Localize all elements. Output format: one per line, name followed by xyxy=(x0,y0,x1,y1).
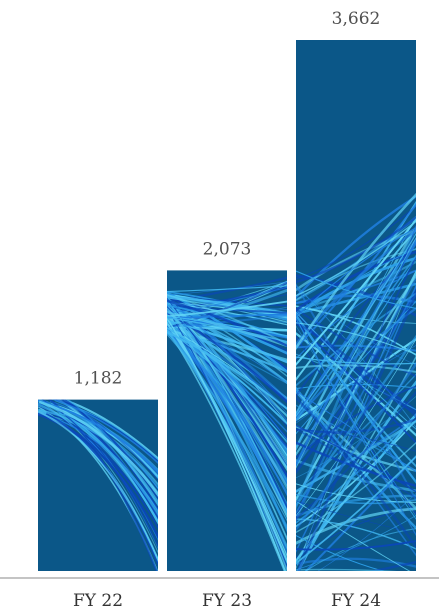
texture-streak xyxy=(296,317,416,537)
texture-streak xyxy=(167,299,287,347)
texture-streak xyxy=(296,493,416,505)
texture-streak xyxy=(296,227,416,318)
texture-streak xyxy=(167,300,287,318)
value-label-1: 1,182 xyxy=(74,369,123,389)
texture-streak xyxy=(167,276,287,303)
texture-streak xyxy=(296,373,416,493)
texture-streak xyxy=(167,316,287,571)
bar-texture-3 xyxy=(296,192,416,571)
texture-streak xyxy=(167,319,287,363)
texture-streak xyxy=(368,561,416,571)
texture-streak xyxy=(296,311,416,430)
texture-streak xyxy=(61,399,158,500)
texture-streak xyxy=(296,237,416,469)
texture-streak xyxy=(296,389,416,557)
texture-streak xyxy=(296,441,416,534)
texture-streak xyxy=(296,383,416,390)
texture-streak xyxy=(296,483,416,503)
texture-streak xyxy=(296,361,416,532)
texture-streak xyxy=(296,494,416,518)
texture-streak xyxy=(38,413,158,540)
texture-streak xyxy=(296,540,416,551)
x-tick-label-2: FY 23 xyxy=(202,591,252,611)
texture-streak xyxy=(296,515,416,571)
texture-streak xyxy=(38,400,158,498)
texture-streak xyxy=(296,428,416,499)
texture-streak xyxy=(296,568,397,571)
texture-streak xyxy=(296,257,416,449)
texture-streak xyxy=(167,298,287,422)
texture-streak xyxy=(66,399,158,507)
texture-streak xyxy=(296,455,416,565)
texture-streak xyxy=(296,385,416,459)
texture-streak xyxy=(296,254,416,422)
texture-streak xyxy=(317,493,416,571)
texture-streak xyxy=(167,307,287,490)
texture-streak xyxy=(296,287,416,366)
texture-streak xyxy=(296,218,416,366)
texture-streak xyxy=(296,390,416,521)
texture-streak xyxy=(296,232,416,418)
bar-texture-2 xyxy=(167,276,287,571)
texture-streak xyxy=(296,229,416,292)
texture-streak xyxy=(296,240,416,468)
value-label-2: 2,073 xyxy=(203,239,252,259)
texture-streak xyxy=(296,534,385,571)
texture-streak xyxy=(296,419,416,493)
texture-streak xyxy=(38,410,158,562)
texture-streak xyxy=(296,216,416,284)
value-label-3: 3,662 xyxy=(332,9,381,29)
texture-streak xyxy=(167,285,287,293)
x-tick-label-1: FY 22 xyxy=(73,591,123,611)
bar-texture-1 xyxy=(38,399,158,572)
texture-streak xyxy=(296,395,416,549)
texture-streak xyxy=(296,500,416,534)
texture-streak xyxy=(296,424,416,493)
texture-streak xyxy=(296,334,416,508)
texture-streak xyxy=(167,328,287,550)
texture-streak xyxy=(296,325,416,517)
texture-streak xyxy=(167,331,287,410)
texture-streak xyxy=(296,305,416,356)
texture-streak xyxy=(296,396,416,479)
texture-streak xyxy=(305,528,416,571)
texture-streak xyxy=(167,317,287,343)
texture-streak xyxy=(46,411,158,529)
texture-streak xyxy=(296,356,416,365)
texture-streak xyxy=(296,270,416,310)
texture-streak xyxy=(296,322,416,355)
texture-streak xyxy=(51,399,158,465)
texture-streak xyxy=(296,313,416,484)
value-labels-group: 1,182 2,073 3,662 xyxy=(74,9,381,389)
texture-streak xyxy=(296,557,416,568)
texture-streak xyxy=(296,500,411,571)
x-tick-label-3: FY 24 xyxy=(331,591,381,611)
tick-labels-group: FY 22 FY 23 FY 24 xyxy=(73,591,381,611)
streaks-group xyxy=(38,192,416,572)
texture-streak xyxy=(296,321,416,419)
